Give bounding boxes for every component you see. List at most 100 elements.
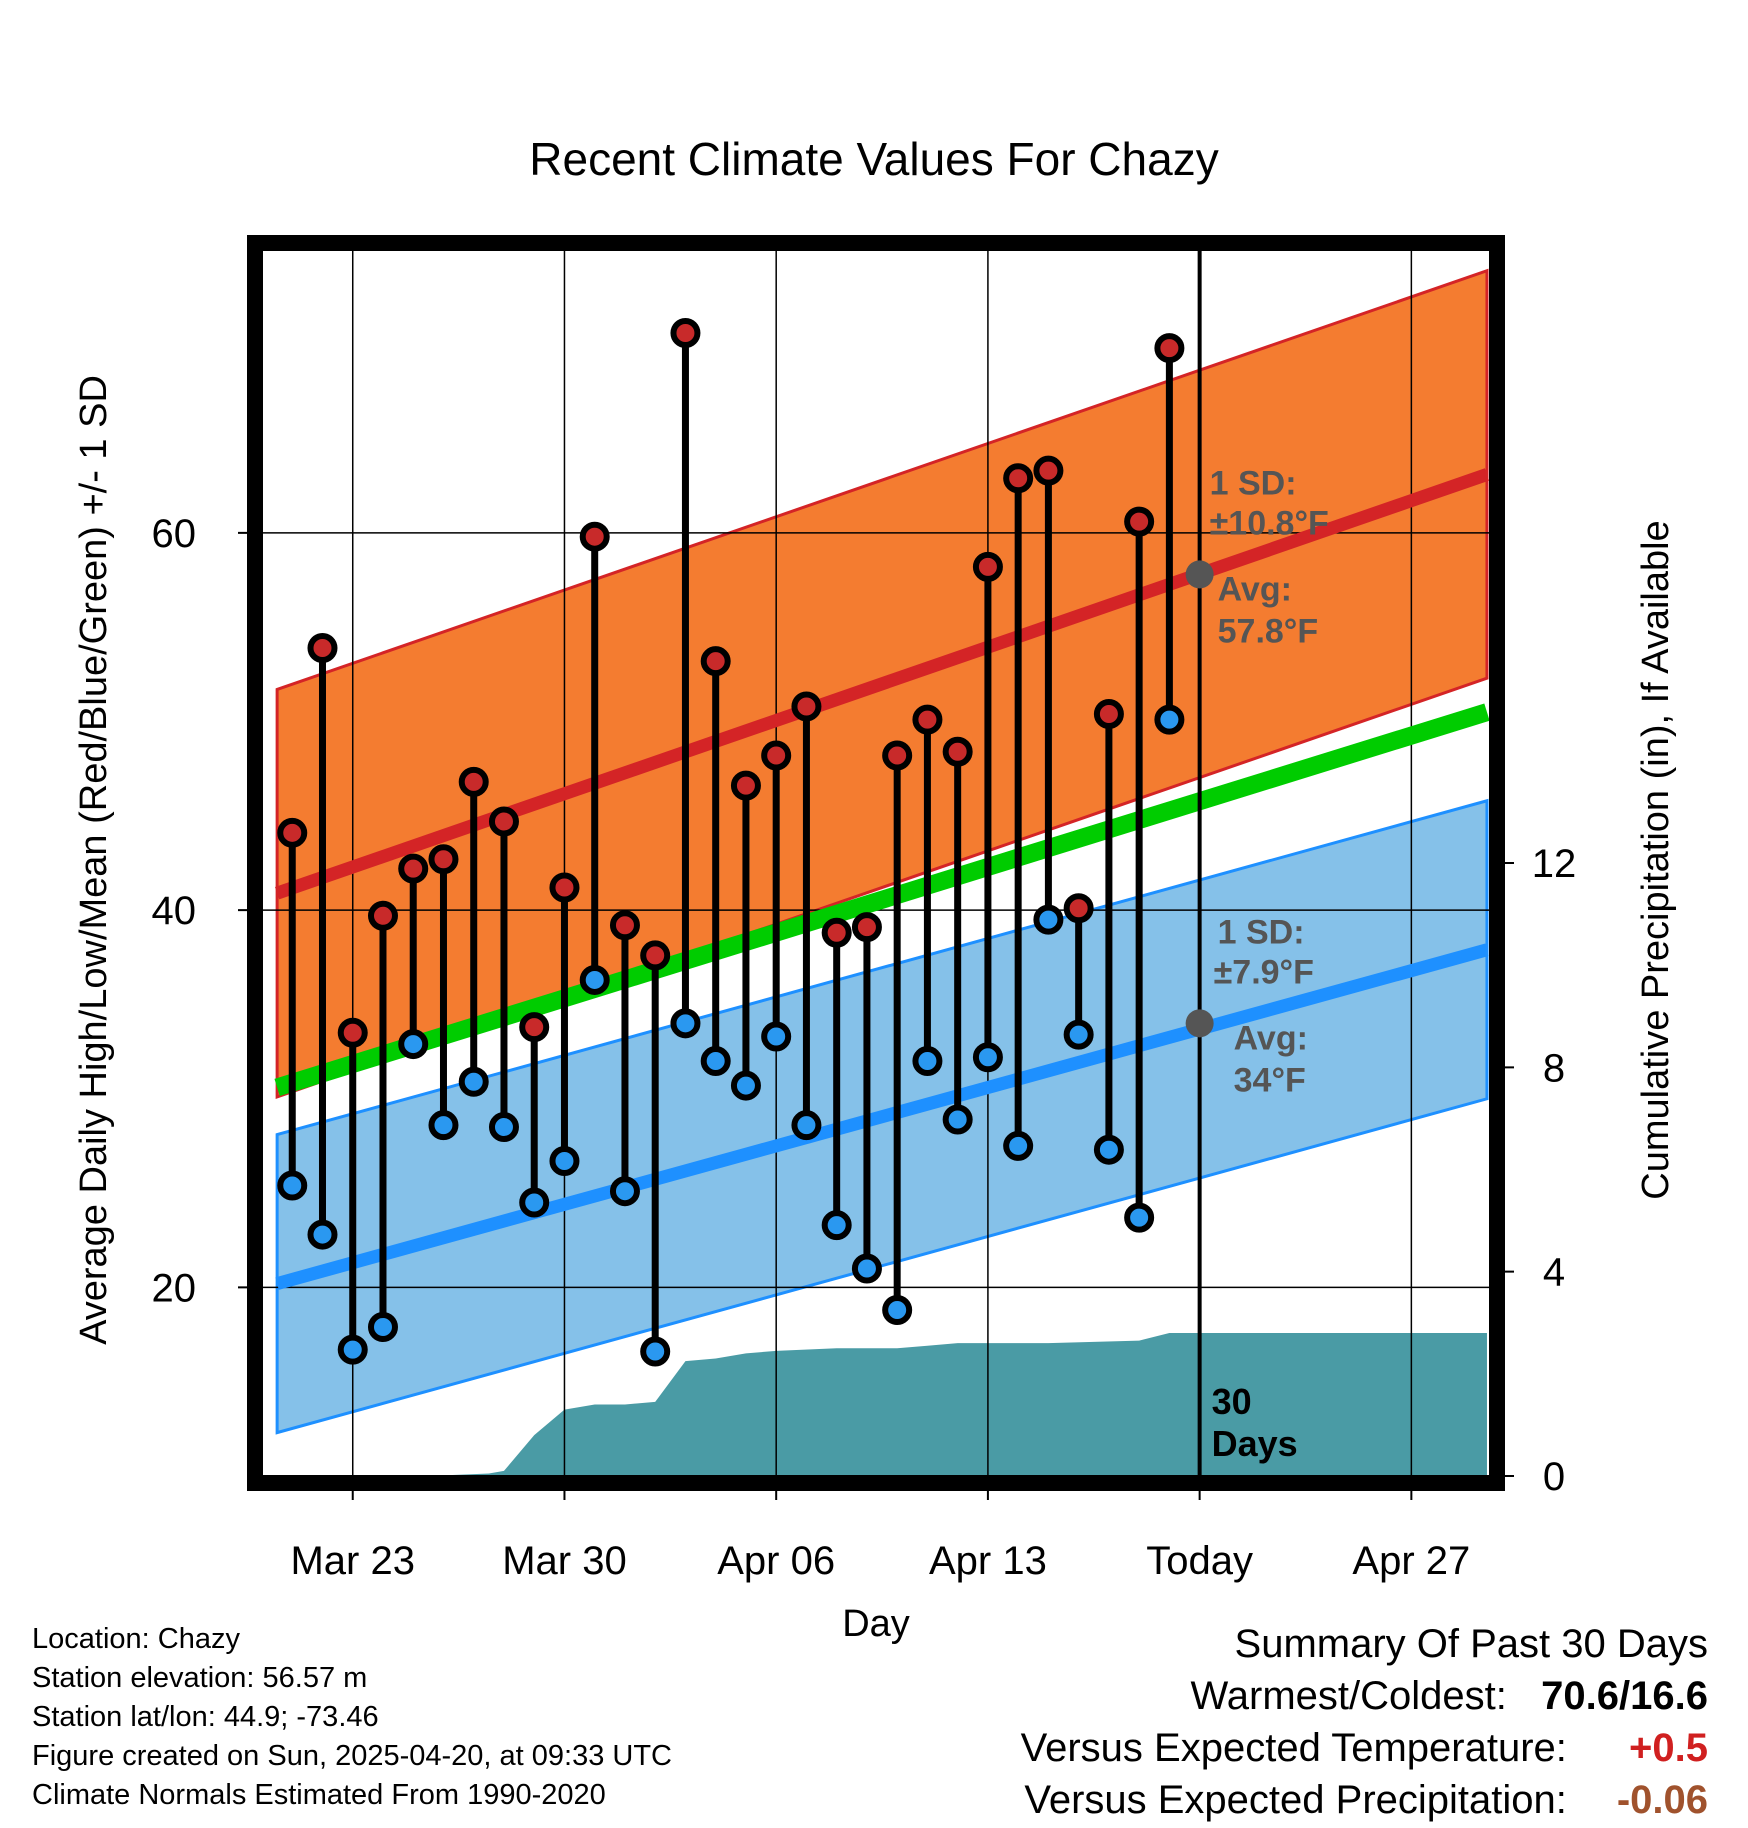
x-tick-label-3: Apr 13 xyxy=(929,1539,1047,1583)
summary-panel: Summary Of Past 30 Days Warmest/Coldest:… xyxy=(1021,1618,1708,1826)
high-sd-label: 1 SD: xyxy=(1210,464,1297,502)
y-tick-label-2: 60 xyxy=(152,512,197,556)
x-axis-title: Day xyxy=(842,1603,910,1645)
high-point-10 xyxy=(579,521,610,552)
low-point-13 xyxy=(670,1008,701,1039)
low-sd-label: 1 SD: xyxy=(1218,913,1305,951)
temp-label: Versus Expected Temperature: xyxy=(1020,1726,1567,1770)
low-point-7 xyxy=(488,1112,519,1143)
normal-mean-line xyxy=(274,703,1490,1097)
high-point-15 xyxy=(730,770,761,801)
summary-temp: Versus Expected Temperature: +0.5 xyxy=(1021,1722,1708,1774)
y2-tick-label-1: 4 xyxy=(1543,1251,1565,1295)
summary-heading: Summary Of Past 30 Days xyxy=(1234,1622,1708,1666)
low-point-22 xyxy=(942,1104,973,1135)
high-point-5 xyxy=(428,844,459,875)
low-point-10 xyxy=(579,964,610,995)
low-point-9 xyxy=(549,1146,580,1177)
precip-label: Versus Expected Precipitation: xyxy=(1024,1778,1567,1822)
low-point-21 xyxy=(912,1046,943,1077)
high-point-26 xyxy=(1063,893,1094,924)
low-point-26 xyxy=(1063,1019,1094,1050)
high-point-6 xyxy=(458,766,489,797)
low-point-15 xyxy=(730,1070,761,1101)
high-point-27 xyxy=(1093,698,1124,729)
chart-title: Recent Climate Values For Chazy xyxy=(529,133,1218,185)
high-point-9 xyxy=(549,872,580,903)
low-point-24 xyxy=(1003,1130,1034,1161)
low-point-2 xyxy=(337,1334,368,1365)
x-tick-label-1: Mar 30 xyxy=(502,1539,627,1583)
low-point-1 xyxy=(307,1219,338,1250)
high-point-8 xyxy=(519,1012,550,1043)
low-point-16 xyxy=(761,1021,792,1052)
high-sd-value: ±10.8°F xyxy=(1210,504,1329,542)
high-point-12 xyxy=(640,940,671,971)
high-point-19 xyxy=(851,912,882,943)
low-point-17 xyxy=(791,1110,822,1141)
high-point-1 xyxy=(307,632,338,663)
high-avg-value: 57.8°F xyxy=(1218,612,1319,650)
y2-tick-label-3: 12 xyxy=(1532,842,1577,886)
high-point-11 xyxy=(609,910,640,941)
low-sd-value: ±7.9°F xyxy=(1214,953,1314,991)
low-point-3 xyxy=(367,1311,398,1342)
days-count-label: 30 xyxy=(1212,1381,1252,1422)
low-point-14 xyxy=(700,1046,731,1077)
high-point-7 xyxy=(488,806,519,837)
elevation-text: Station elevation: 56.57 m xyxy=(32,1662,368,1694)
y-tick-label-0: 20 xyxy=(152,1266,197,1310)
x-tick-label-2: Apr 06 xyxy=(717,1539,835,1583)
today-low-avg-marker xyxy=(1185,1009,1214,1038)
y2-tick-label-2: 8 xyxy=(1543,1046,1565,1090)
x-tick-label-5: Apr 27 xyxy=(1352,1539,1470,1583)
high-point-18 xyxy=(821,917,852,948)
low-point-29 xyxy=(1154,704,1185,735)
high-point-29 xyxy=(1154,333,1185,364)
days-word-label: Days xyxy=(1212,1423,1298,1464)
y2-axis-title: Cumulative Precipitation (in), If Availa… xyxy=(1635,520,1677,1199)
warm-cold-label: Warmest/Coldest: xyxy=(1190,1674,1507,1718)
high-point-23 xyxy=(972,551,1003,582)
summary-warm-cold: Warmest/Coldest: 70.6/16.6 xyxy=(1021,1670,1709,1722)
normals-text: Climate Normals Estimated From 1990-2020 xyxy=(32,1779,606,1811)
low-point-12 xyxy=(640,1336,671,1367)
x-tick-label-0: Mar 23 xyxy=(290,1539,415,1583)
station-info: Location: Chazy Station elevation: 56.57… xyxy=(32,1620,672,1815)
high-point-21 xyxy=(912,704,943,735)
high-point-2 xyxy=(337,1017,368,1048)
high-point-20 xyxy=(882,740,913,771)
high-point-25 xyxy=(1033,455,1064,486)
high-point-4 xyxy=(398,853,429,884)
high-point-22 xyxy=(942,736,973,767)
low-avg-value: 34°F xyxy=(1234,1061,1306,1099)
high-avg-label: Avg: xyxy=(1218,570,1292,608)
low-point-8 xyxy=(519,1187,550,1218)
x-tick-label-4: Today xyxy=(1146,1539,1253,1583)
high-point-17 xyxy=(791,691,822,722)
low-point-6 xyxy=(458,1066,489,1097)
low-point-25 xyxy=(1033,904,1064,935)
created-text: Figure created on Sun, 2025-04-20, at 09… xyxy=(32,1740,672,1772)
low-point-20 xyxy=(882,1295,913,1326)
low-avg-label: Avg: xyxy=(1234,1019,1308,1057)
low-point-27 xyxy=(1093,1134,1124,1165)
plot-frame xyxy=(247,235,1505,1491)
location-text: Location: Chazy xyxy=(32,1623,240,1655)
summary-precip: Versus Expected Precipitation: -0.06 xyxy=(1021,1774,1708,1826)
high-point-14 xyxy=(700,646,731,677)
precip-value: -0.06 xyxy=(1616,1778,1708,1822)
low-point-18 xyxy=(821,1210,852,1241)
high-point-16 xyxy=(761,740,792,771)
low-point-0 xyxy=(277,1170,308,1201)
axes: 20 40 60 0 4 8 12 Mar 23 Mar 30 Apr 06 Apr 13 Today… xyxy=(152,343,1577,1583)
precip-area xyxy=(277,1332,1487,1476)
high-point-13 xyxy=(670,317,701,348)
normal-low-line xyxy=(275,943,1489,1290)
high-point-0 xyxy=(277,817,308,848)
high-point-24 xyxy=(1003,463,1034,494)
today-high-avg-marker xyxy=(1185,560,1214,589)
y-axis-title: Average Daily High/Low/Mean (Red/Blue/Gr… xyxy=(73,375,115,1345)
